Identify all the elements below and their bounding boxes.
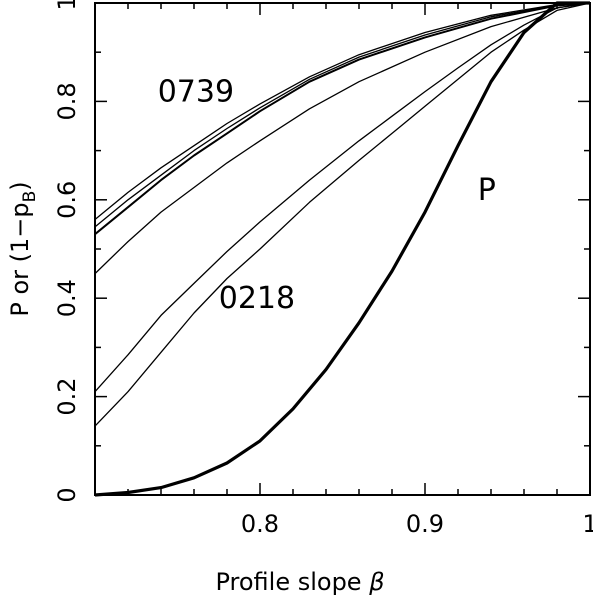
x-tick-label: 0.9 (406, 510, 444, 538)
series-line-6 (94, 2, 591, 427)
annotations: 0739 0218 P (158, 75, 496, 317)
x-tick-label: 1 (582, 510, 593, 538)
series-line-5 (94, 2, 591, 393)
series-line-1 (94, 2, 591, 221)
annotation-label: P (478, 173, 496, 208)
series-line-2 (94, 2, 591, 235)
series-line-4 (94, 2, 591, 275)
tick-labels: 0.8 0.9 1 0 0.2 0.4 0.6 0.8 1 (53, 0, 593, 538)
series-lines (94, 1, 591, 497)
x-axis-title: Profile slope β (215, 568, 384, 596)
annotation-label: 0739 (158, 75, 234, 110)
y-tick-label: 1 (53, 0, 81, 11)
annotation-label: 0218 (219, 281, 295, 316)
y-tick-label: 0 (53, 487, 81, 502)
y-tick-label: 0.2 (53, 378, 81, 416)
series-line-7 (94, 1, 590, 497)
y-tick-label: 0.6 (53, 181, 81, 219)
axis-ticks (95, 2, 590, 495)
series-line-3 (94, 2, 591, 228)
x-tick-label: 0.8 (241, 510, 279, 538)
y-tick-label: 0.8 (53, 82, 81, 120)
y-tick-label: 0.4 (53, 279, 81, 317)
y-axis-title: P or (1−pB) (6, 181, 40, 316)
